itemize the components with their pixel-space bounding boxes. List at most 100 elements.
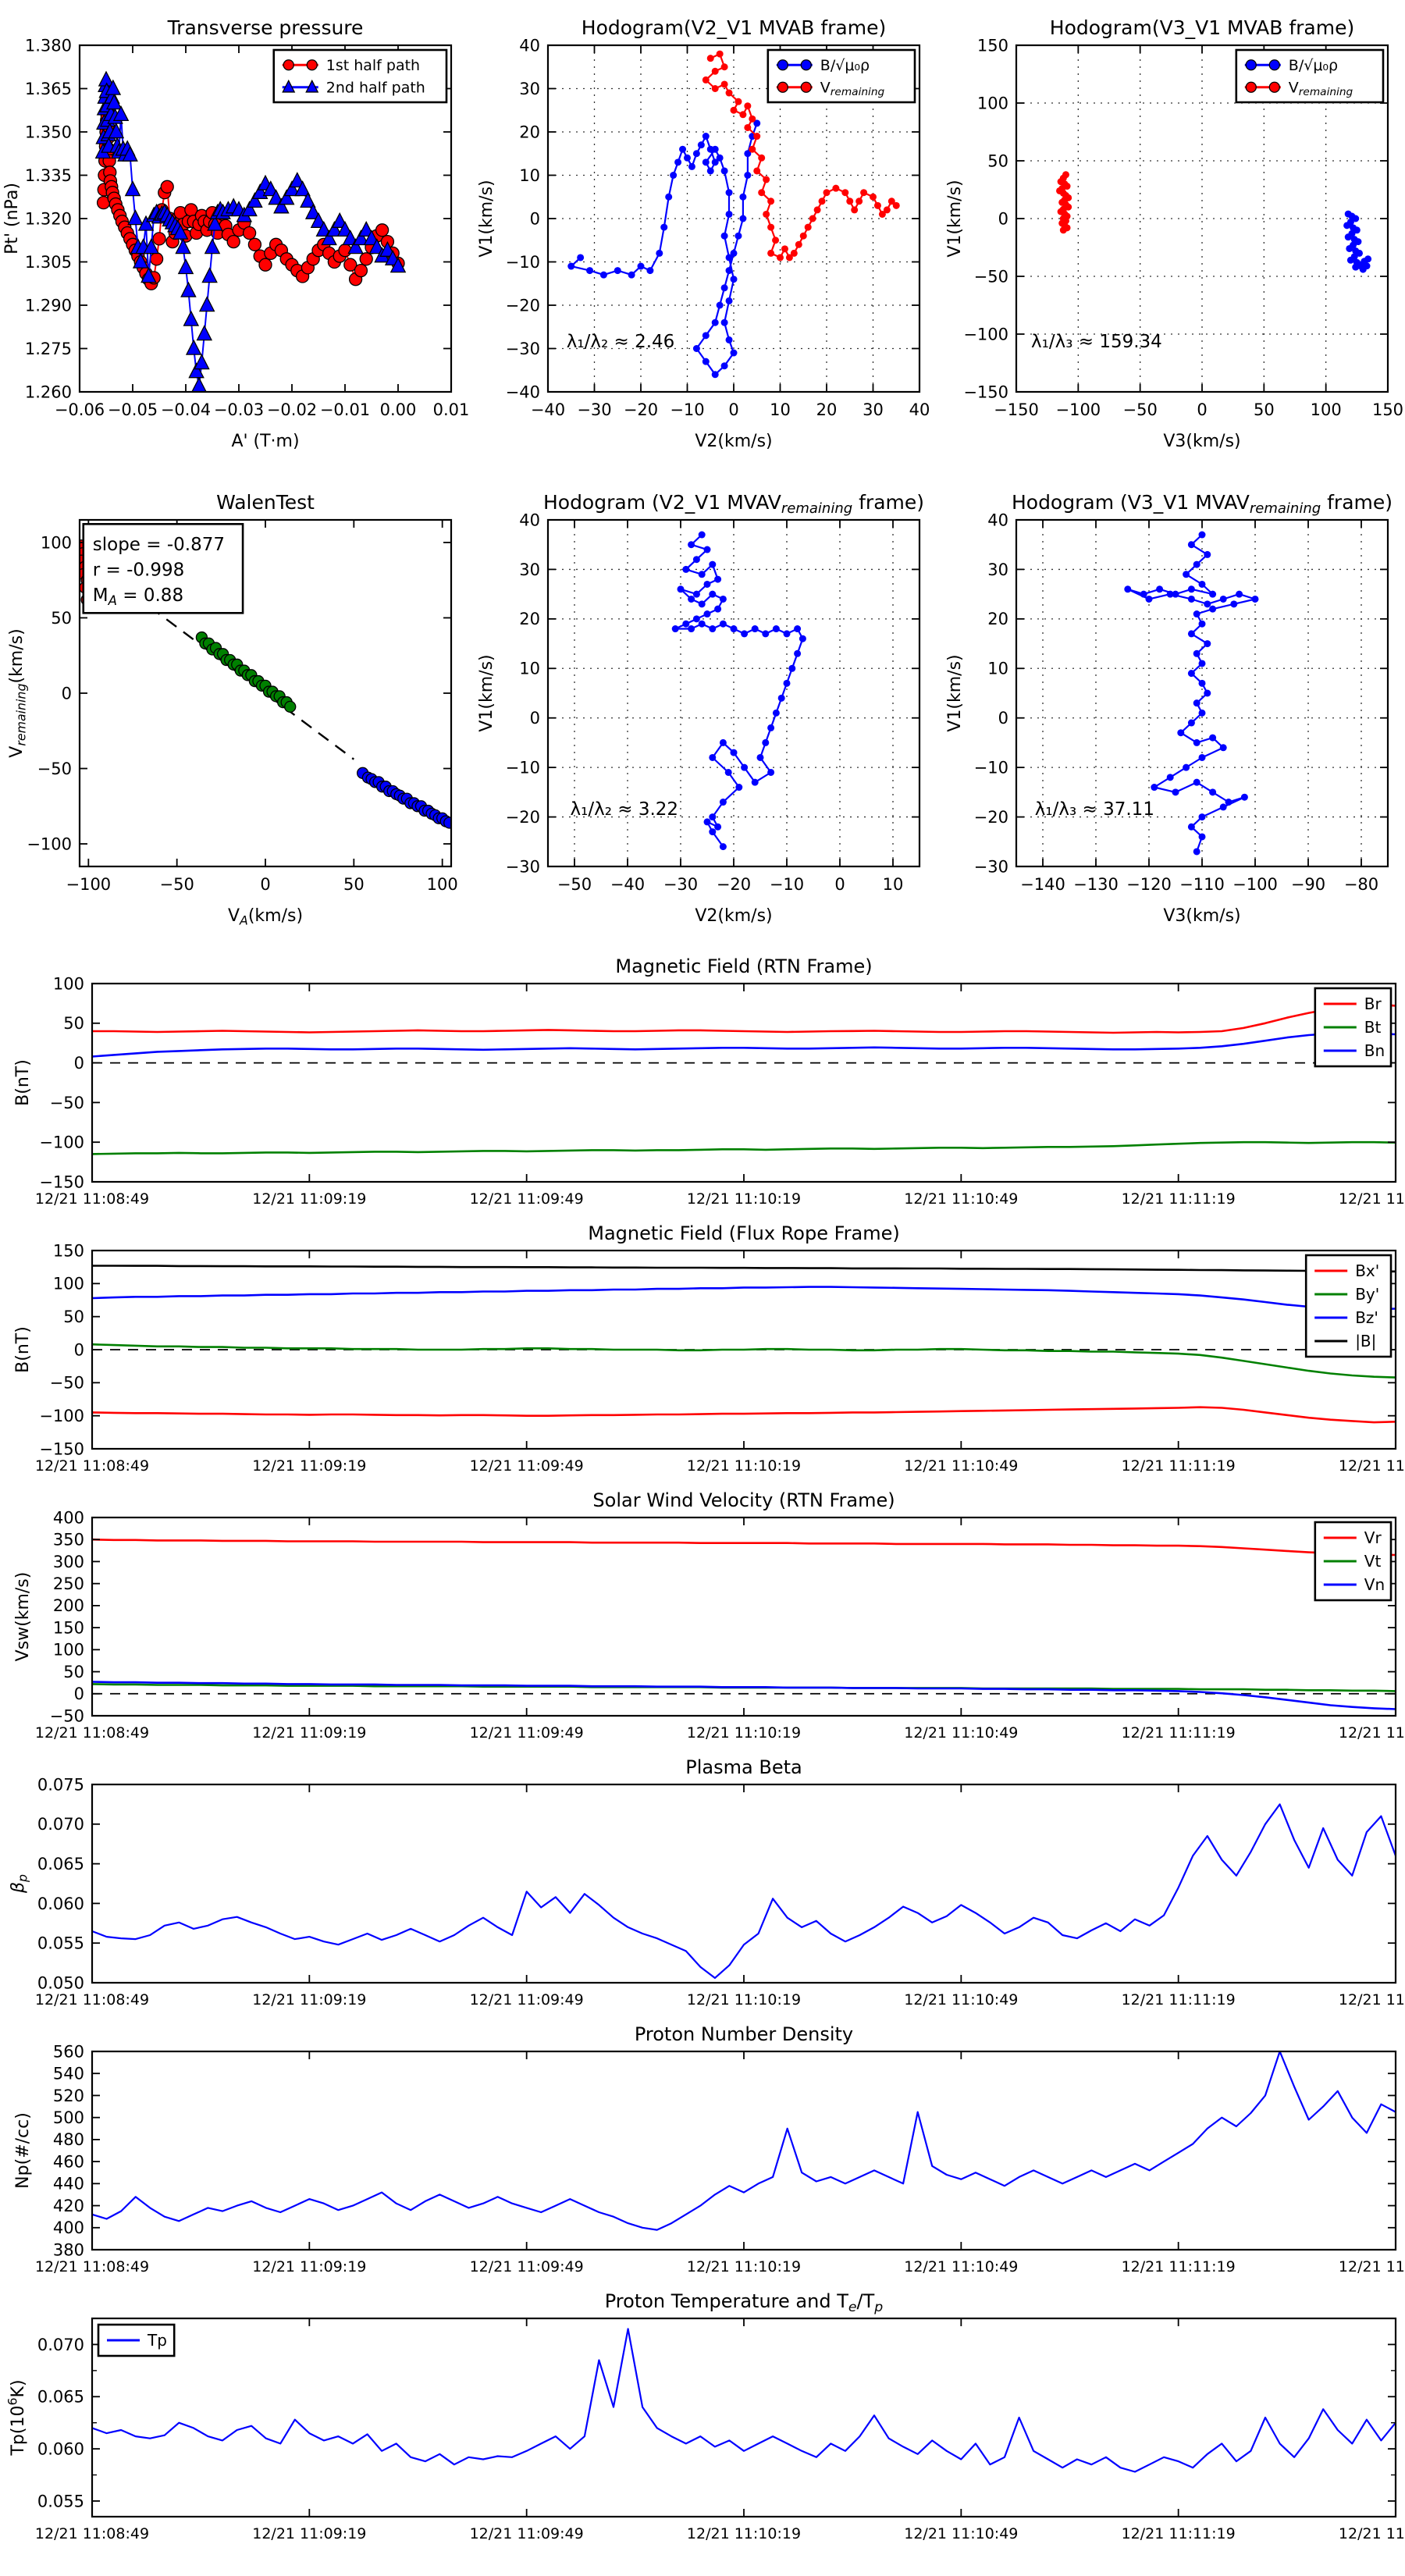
svg-text:150: 150 xyxy=(53,1618,84,1637)
svg-text:350: 350 xyxy=(53,1531,84,1550)
legend: Vr Vt Vn xyxy=(1314,1521,1393,1602)
svg-text:12/21 11:09:19: 12/21 11:09:19 xyxy=(252,1457,366,1475)
svg-text:0.065: 0.065 xyxy=(37,2388,84,2407)
chart-title: Solar Wind Velocity (RTN Frame) xyxy=(592,1489,895,1511)
svg-text:12/21 11:10:49: 12/21 11:10:49 xyxy=(904,1991,1018,2008)
hodogram-v2v1-mvab-svg: −40 −30 −20 −10 0 10 20 30 40 −40 −30 −20 −10 0 10 20 30… xyxy=(477,16,930,451)
series-Bt xyxy=(92,1140,1396,1155)
svg-text:50: 50 xyxy=(343,875,365,894)
svg-text:12/21 11:08:49: 12/21 11:08:49 xyxy=(35,1457,149,1475)
svg-text:520: 520 xyxy=(53,2087,84,2105)
series-B-magnitude xyxy=(92,1265,1396,1273)
svg-text:12/21 11:10:19: 12/21 11:10:19 xyxy=(687,2258,801,2275)
svg-text:−10: −10 xyxy=(770,875,804,894)
svg-text:560: 560 xyxy=(53,2042,84,2061)
svg-text:12/21 11:11:19: 12/21 11:11:19 xyxy=(1122,1457,1236,1475)
svg-text:Bn: Bn xyxy=(1364,1041,1385,1060)
svg-text:Vremaining: Vremaining xyxy=(1289,79,1353,98)
solar-wind-velocity-svg: 12/21 11:08:49 12/21 11:09:19 12/21 11:09:… xyxy=(13,1489,1405,1742)
svg-text:100: 100 xyxy=(977,94,1008,112)
chart-walen-test: −100 −50 0 50 100 −100 −50 0 50 100 WalenTest VA(km… xyxy=(0,479,468,954)
svg-text:0.055: 0.055 xyxy=(37,1934,84,1953)
svg-text:12/21 11:10:49: 12/21 11:10:49 xyxy=(904,2258,1018,2275)
svg-text:40: 40 xyxy=(909,400,930,419)
svg-text:0: 0 xyxy=(74,1054,84,1073)
svg-text:12/21 11:11:49: 12/21 11:11:49 xyxy=(1339,1190,1405,1208)
chart-title: Hodogram (V3_V1 MVAVremaining frame) xyxy=(1012,491,1393,517)
hodogram-v2v1-mvav-svg: −50 −40 −30 −20 −10 0 10 −30 −20 −10 0 10 20 30 40Hodo… xyxy=(477,491,924,926)
svg-text:12/21 11:10:19: 12/21 11:10:19 xyxy=(687,1190,801,1208)
svg-text:40: 40 xyxy=(987,511,1008,529)
legend: B/√μ₀ρ Vremaining xyxy=(767,48,916,104)
svg-text:−50: −50 xyxy=(50,1094,84,1112)
plot-border xyxy=(91,2317,1397,2518)
svg-text:100: 100 xyxy=(53,974,84,993)
y-axis-label: Vsw(km/s) xyxy=(13,1572,33,1662)
svg-text:50: 50 xyxy=(1254,400,1275,419)
y-axis-label: V1(km/s) xyxy=(477,180,496,257)
chart-hodogram-v3v1-mvav: −140 −130 −120 −110 −100 −90 −80 −30 −20 −10 0 10 20… xyxy=(937,479,1405,954)
svg-text:500: 500 xyxy=(53,2108,84,2127)
series-Vr xyxy=(92,1538,1396,1557)
annotation: λ₁/λ₂ ≈ 3.22 xyxy=(571,799,679,820)
stats-box: slope = -0.877 r = -0.998 MA = 0.88 xyxy=(82,523,244,614)
svg-text:0.070: 0.070 xyxy=(37,2336,84,2354)
svg-text:1.275: 1.275 xyxy=(25,340,72,358)
axes-ticks: 12/21 11:08:49 12/21 11:09:19 12/21 11:09:… xyxy=(35,2318,1405,2542)
svg-text:|B|: |B| xyxy=(1355,1332,1376,1350)
axes-ticks: 12/21 11:08:49 12/21 11:09:19 12/21 11:09:… xyxy=(35,1775,1405,2008)
svg-text:−50: −50 xyxy=(160,875,194,894)
svg-text:12/21 11:11:49: 12/21 11:11:49 xyxy=(1339,2525,1405,2542)
svg-text:0.01: 0.01 xyxy=(433,400,468,419)
svg-text:12/21 11:10:49: 12/21 11:10:49 xyxy=(904,2525,1018,2542)
svg-text:12/21 11:09:49: 12/21 11:09:49 xyxy=(470,1991,584,2008)
svg-text:0: 0 xyxy=(530,709,540,728)
annotation: λ₁/λ₂ ≈ 2.46 xyxy=(567,332,675,352)
svg-text:−150: −150 xyxy=(994,400,1039,419)
svg-text:50: 50 xyxy=(63,1663,84,1681)
svg-text:−20: −20 xyxy=(506,808,540,827)
svg-text:540: 540 xyxy=(53,2065,84,2083)
series-layer xyxy=(92,1003,1396,1155)
svg-text:100: 100 xyxy=(53,1641,84,1660)
svg-text:10: 10 xyxy=(519,660,540,678)
svg-text:−50: −50 xyxy=(37,760,72,778)
series-b-alfven xyxy=(570,123,758,375)
svg-text:−100: −100 xyxy=(1232,875,1278,894)
y-axis-label: V1(km/s) xyxy=(477,654,496,731)
svg-text:30: 30 xyxy=(519,80,540,98)
svg-text:0: 0 xyxy=(998,209,1008,228)
svg-text:0.050: 0.050 xyxy=(37,1973,84,1992)
hodogram-grid: −0.06 −0.05 −0.04 −0.03 −0.02 −0.01 0.00 0.01 1.… xyxy=(0,5,1405,954)
svg-text:Tp: Tp xyxy=(147,2331,167,2350)
walen-test-svg: −100 −50 0 50 100 −100 −50 0 50 100 WalenTest VA(km… xyxy=(7,491,458,927)
series-Tp xyxy=(92,2328,1396,2473)
svg-text:12/21 11:08:49: 12/21 11:08:49 xyxy=(35,1991,149,2008)
y-axis-label: B(nT) xyxy=(13,1059,33,1106)
svg-text:150: 150 xyxy=(53,1241,84,1260)
svg-text:480: 480 xyxy=(53,2130,84,2149)
magnetic-field-flux-rope-svg: 12/21 11:08:49 12/21 11:09:19 12/21 11:09:… xyxy=(13,1222,1405,1475)
svg-text:400: 400 xyxy=(53,1508,84,1527)
svg-text:Vremaining: Vremaining xyxy=(820,79,885,98)
svg-text:0: 0 xyxy=(834,875,845,894)
svg-text:440: 440 xyxy=(53,2175,84,2194)
svg-text:−100: −100 xyxy=(27,834,72,853)
svg-text:12/21 11:11:49: 12/21 11:11:49 xyxy=(1339,1991,1405,2008)
svg-text:380: 380 xyxy=(53,2240,84,2259)
svg-text:−10: −10 xyxy=(974,758,1008,777)
svg-text:0: 0 xyxy=(74,1685,84,1703)
svg-text:1.305: 1.305 xyxy=(25,253,72,272)
chart-proton-number-density: 12/21 11:08:49 12/21 11:09:19 12/21 11:09:… xyxy=(0,2022,1405,2289)
svg-text:12/21 11:09:19: 12/21 11:09:19 xyxy=(252,1190,366,1208)
svg-text:0.070: 0.070 xyxy=(37,1815,84,1834)
svg-text:12/21 11:09:19: 12/21 11:09:19 xyxy=(252,1991,366,2008)
transverse-pressure-svg: −0.06 −0.05 −0.04 −0.03 −0.02 −0.01 0.00 0.01 1.… xyxy=(2,16,468,451)
svg-text:1st half path: 1st half path xyxy=(326,57,420,74)
series-layer xyxy=(1124,531,1259,856)
series-layer xyxy=(671,531,806,851)
svg-text:30: 30 xyxy=(987,560,1008,579)
axes-ticks: −150 −100 −50 0 50 100 150 −150 −100 −50 0 50 100 150 xyxy=(963,36,1403,419)
svg-text:100: 100 xyxy=(53,1275,84,1293)
